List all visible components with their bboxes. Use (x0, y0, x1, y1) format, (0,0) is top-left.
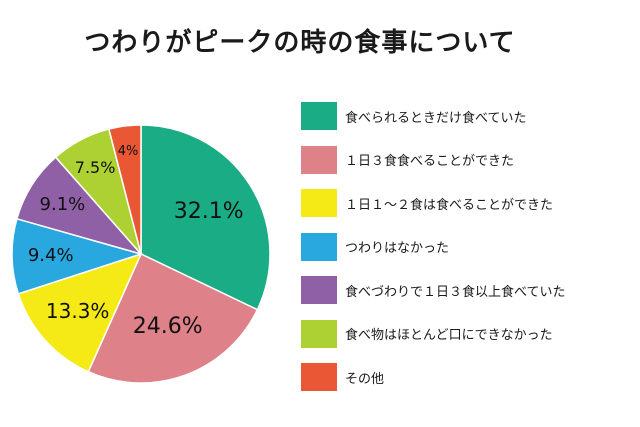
pie-slice (87, 252, 259, 384)
chart-title: つわりがピークの時の食事について (84, 28, 516, 58)
pie-slice (108, 124, 142, 255)
slice-label: 24.6% (133, 314, 203, 339)
slice-label: 32.1% (174, 199, 244, 224)
legend-swatch (301, 319, 337, 348)
pie-slice (11, 217, 144, 295)
legend-item: つわりはなかった (301, 232, 631, 261)
legend-item: その他 (301, 363, 631, 391)
slice-label: 9.4% (28, 245, 74, 266)
legend-item: 食べられるときだけ食べていた (301, 102, 631, 130)
legend-item: １日３食食べることができた (301, 145, 631, 174)
legend-item: 食べづわりで１日３食以上食べていた (301, 276, 631, 304)
legend-swatch (301, 232, 337, 261)
legend-item: １日１～２食は食べることができた (301, 189, 631, 217)
pie-slice (140, 124, 271, 311)
legend-swatch (301, 145, 337, 174)
slice-label: 9.1% (40, 194, 86, 215)
slice-label: 13.3% (46, 299, 110, 323)
pie-slice (17, 252, 143, 373)
legend-label: その他 (345, 371, 385, 387)
slice-label: 4% (118, 144, 139, 159)
legend-item: 食べ物はほとんど口にできなかった (301, 319, 631, 348)
slice-label: 7.5% (75, 158, 116, 177)
legend-swatch (301, 363, 337, 391)
legend-label: 食べ物はほとんど口にできなかった (345, 328, 553, 343)
legend: 食べられるときだけ食べていた １日３食食べることができた １日１～２食は食べるこ… (301, 102, 631, 407)
legend-swatch (301, 276, 337, 304)
legend-swatch (301, 102, 337, 130)
legend-swatch (301, 189, 337, 217)
legend-label: 食べづわりで１日３食以上食べていた (345, 284, 566, 300)
legend-label: 食べられるときだけ食べていた (345, 110, 527, 126)
legend-label: １日３食食べることができた (345, 154, 515, 169)
legend-label: つわりはなかった (345, 241, 450, 256)
legend-label: １日１～２食は食べることができた (345, 197, 554, 213)
